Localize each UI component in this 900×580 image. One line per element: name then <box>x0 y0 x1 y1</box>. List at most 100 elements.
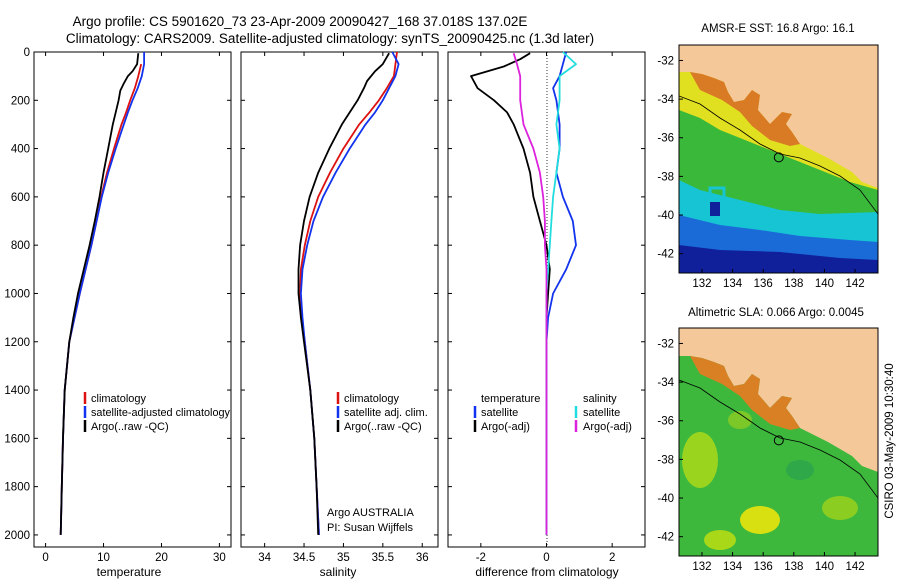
series-salinity-argo-adj <box>512 52 548 535</box>
sst-map-panel: AMSR-E SST: 16.8 Argo: 16.1 -32 -34 -36 -38… <box>657 23 879 290</box>
sla-patch <box>682 432 718 488</box>
map-y-tick-label: -38 <box>657 171 674 183</box>
legend-temperature-heading: temperature <box>481 393 540 405</box>
map-x-tick-label: 136 <box>754 278 773 290</box>
sst-shelf-contour <box>679 95 878 215</box>
series-climatology <box>59 63 143 535</box>
legend-climatology-label: climatology <box>344 393 400 405</box>
x-tick-label: 36 <box>416 552 429 564</box>
map-y-tick-label: -34 <box>657 377 674 389</box>
sla-patch <box>704 530 736 550</box>
temperature-legend: climatology satellite-adjusted climatolo… <box>83 392 230 433</box>
sla-patch <box>740 506 780 534</box>
series-salinity-satellite <box>545 51 577 535</box>
map-x-tick-label: 136 <box>754 561 773 573</box>
map-x-tick-label: 142 <box>845 561 864 573</box>
legend-climatology-label: climatology <box>91 393 147 405</box>
y-tick-label: 0 <box>24 47 30 59</box>
figure-title-line2: Climatology: CARS2009. Satellite-adjuste… <box>66 31 594 46</box>
sla-map-field <box>679 328 878 556</box>
difference-legend: temperature satellite Argo(-adj) salinit… <box>473 393 632 433</box>
x-tick-label: 34.5 <box>293 552 315 564</box>
y-tick-label: 200 <box>11 95 30 107</box>
sla-map-panel: Altimetric SLA: 0.066 Argo: 0.0045 -32 -3… <box>657 307 879 573</box>
map-x-tick-label: 138 <box>784 278 803 290</box>
series-temperature-satellite <box>545 51 577 535</box>
map-y-tick-label: -42 <box>657 532 674 544</box>
salinity-legend: climatology satellite adj. clim. Argo(..… <box>336 392 428 433</box>
x-tick-label: 2 <box>609 552 615 564</box>
sla-coast-shelf <box>690 356 800 430</box>
sst-coast-warm <box>690 72 800 146</box>
x-tick-label: 30 <box>213 552 226 564</box>
map-x-tick-label: 140 <box>815 278 834 290</box>
legend-sal-satellite-label: satellite <box>583 407 620 419</box>
sst-cold-patch-inner <box>710 202 720 216</box>
x-tick-label: 35 <box>337 552 350 564</box>
legend-sal-argo-label: Argo(-adj) <box>583 421 632 433</box>
series-argo-raw-qc <box>59 53 140 535</box>
difference-panel: -2 0 2 difference from climatology tempera… <box>447 51 646 579</box>
map-x-tick-label: 134 <box>723 561 743 573</box>
sla-float-marker <box>773 435 784 446</box>
pi-annotation: PI: Susan Wijffels <box>327 522 413 534</box>
sst-map-title: AMSR-E SST: 16.8 Argo: 16.1 <box>701 23 854 35</box>
y-tick-label: 400 <box>11 144 30 156</box>
sst-coldest-band <box>679 245 878 273</box>
sst-land <box>679 45 878 188</box>
map-x-tick-label: 140 <box>815 561 834 573</box>
temperature-axes-frame <box>33 51 232 548</box>
map-y-tick-label: -32 <box>657 338 674 350</box>
map-y-tick-label: -38 <box>657 454 674 466</box>
map-y-tick-label: -34 <box>657 94 674 106</box>
y-tick-label: 600 <box>11 192 30 204</box>
map-y-tick-label: -40 <box>657 493 674 505</box>
y-tick-label: 800 <box>11 240 30 252</box>
map-y-tick-label: -32 <box>657 55 674 67</box>
sla-map-frame <box>678 327 879 557</box>
y-tick-label: 1000 <box>4 288 30 300</box>
sla-map-title: Altimetric SLA: 0.066 Argo: 0.0045 <box>688 307 864 319</box>
x-tick-label: 10 <box>97 552 110 564</box>
x-tick-label: 0 <box>543 552 549 564</box>
map-y-tick-label: -40 <box>657 210 674 222</box>
x-tick-label: 35.5 <box>372 552 394 564</box>
y-tick-label: 1400 <box>4 385 30 397</box>
map-x-tick-label: 138 <box>784 561 803 573</box>
salinity-axes-frame <box>240 51 439 548</box>
x-tick-label: 34 <box>258 552 271 564</box>
legend-temp-argo-label: Argo(-adj) <box>481 421 530 433</box>
x-tick-label: -2 <box>476 552 486 564</box>
map-x-tick-label: 134 <box>723 278 743 290</box>
sst-map-frame <box>678 44 879 274</box>
map-x-tick-label: 132 <box>692 561 711 573</box>
csiro-timestamp-label: CSIRO 03-May-2009 10:30:40 <box>884 363 896 518</box>
sla-land <box>679 328 878 472</box>
sla-shelf-contour <box>679 379 878 499</box>
series-temperature-argo-adj <box>470 52 551 535</box>
map-x-tick-label: 142 <box>845 278 864 290</box>
sst-float-marker <box>773 152 784 163</box>
difference-xlabel: difference from climatology <box>475 565 618 579</box>
y-tick-label: 1600 <box>4 433 30 445</box>
x-tick-label: 20 <box>155 552 168 564</box>
map-y-tick-label: -36 <box>657 133 674 145</box>
legend-satellite-label: satellite-adjusted climatology <box>91 407 230 419</box>
series-satellite-adjusted-climatology <box>59 52 146 535</box>
y-tick-label: 1800 <box>4 482 30 494</box>
argo-program-annotation: Argo AUSTRALIA <box>327 507 414 519</box>
legend-argo-label: Argo(..raw -QC) <box>91 421 169 433</box>
temperature-xlabel: temperature <box>97 565 162 579</box>
sla-patch <box>728 411 752 429</box>
sla-patch <box>786 460 814 480</box>
sla-patch <box>822 496 858 520</box>
map-x-tick-label: 132 <box>692 278 711 290</box>
temperature-panel: 0 200 400 600 800 1000 1200 1400 1600 1800 2000 0 1… <box>4 47 232 579</box>
figure-title-line1: Argo profile: CS 5901620_73 23-Apr-2009 … <box>73 14 528 29</box>
legend-temp-satellite-label: satellite <box>481 407 518 419</box>
legend-argo-label: Argo(..raw -QC) <box>344 421 422 433</box>
y-tick-label: 2000 <box>4 530 30 542</box>
map-y-tick-label: -36 <box>657 416 674 428</box>
salinity-xlabel: salinity <box>320 565 357 579</box>
